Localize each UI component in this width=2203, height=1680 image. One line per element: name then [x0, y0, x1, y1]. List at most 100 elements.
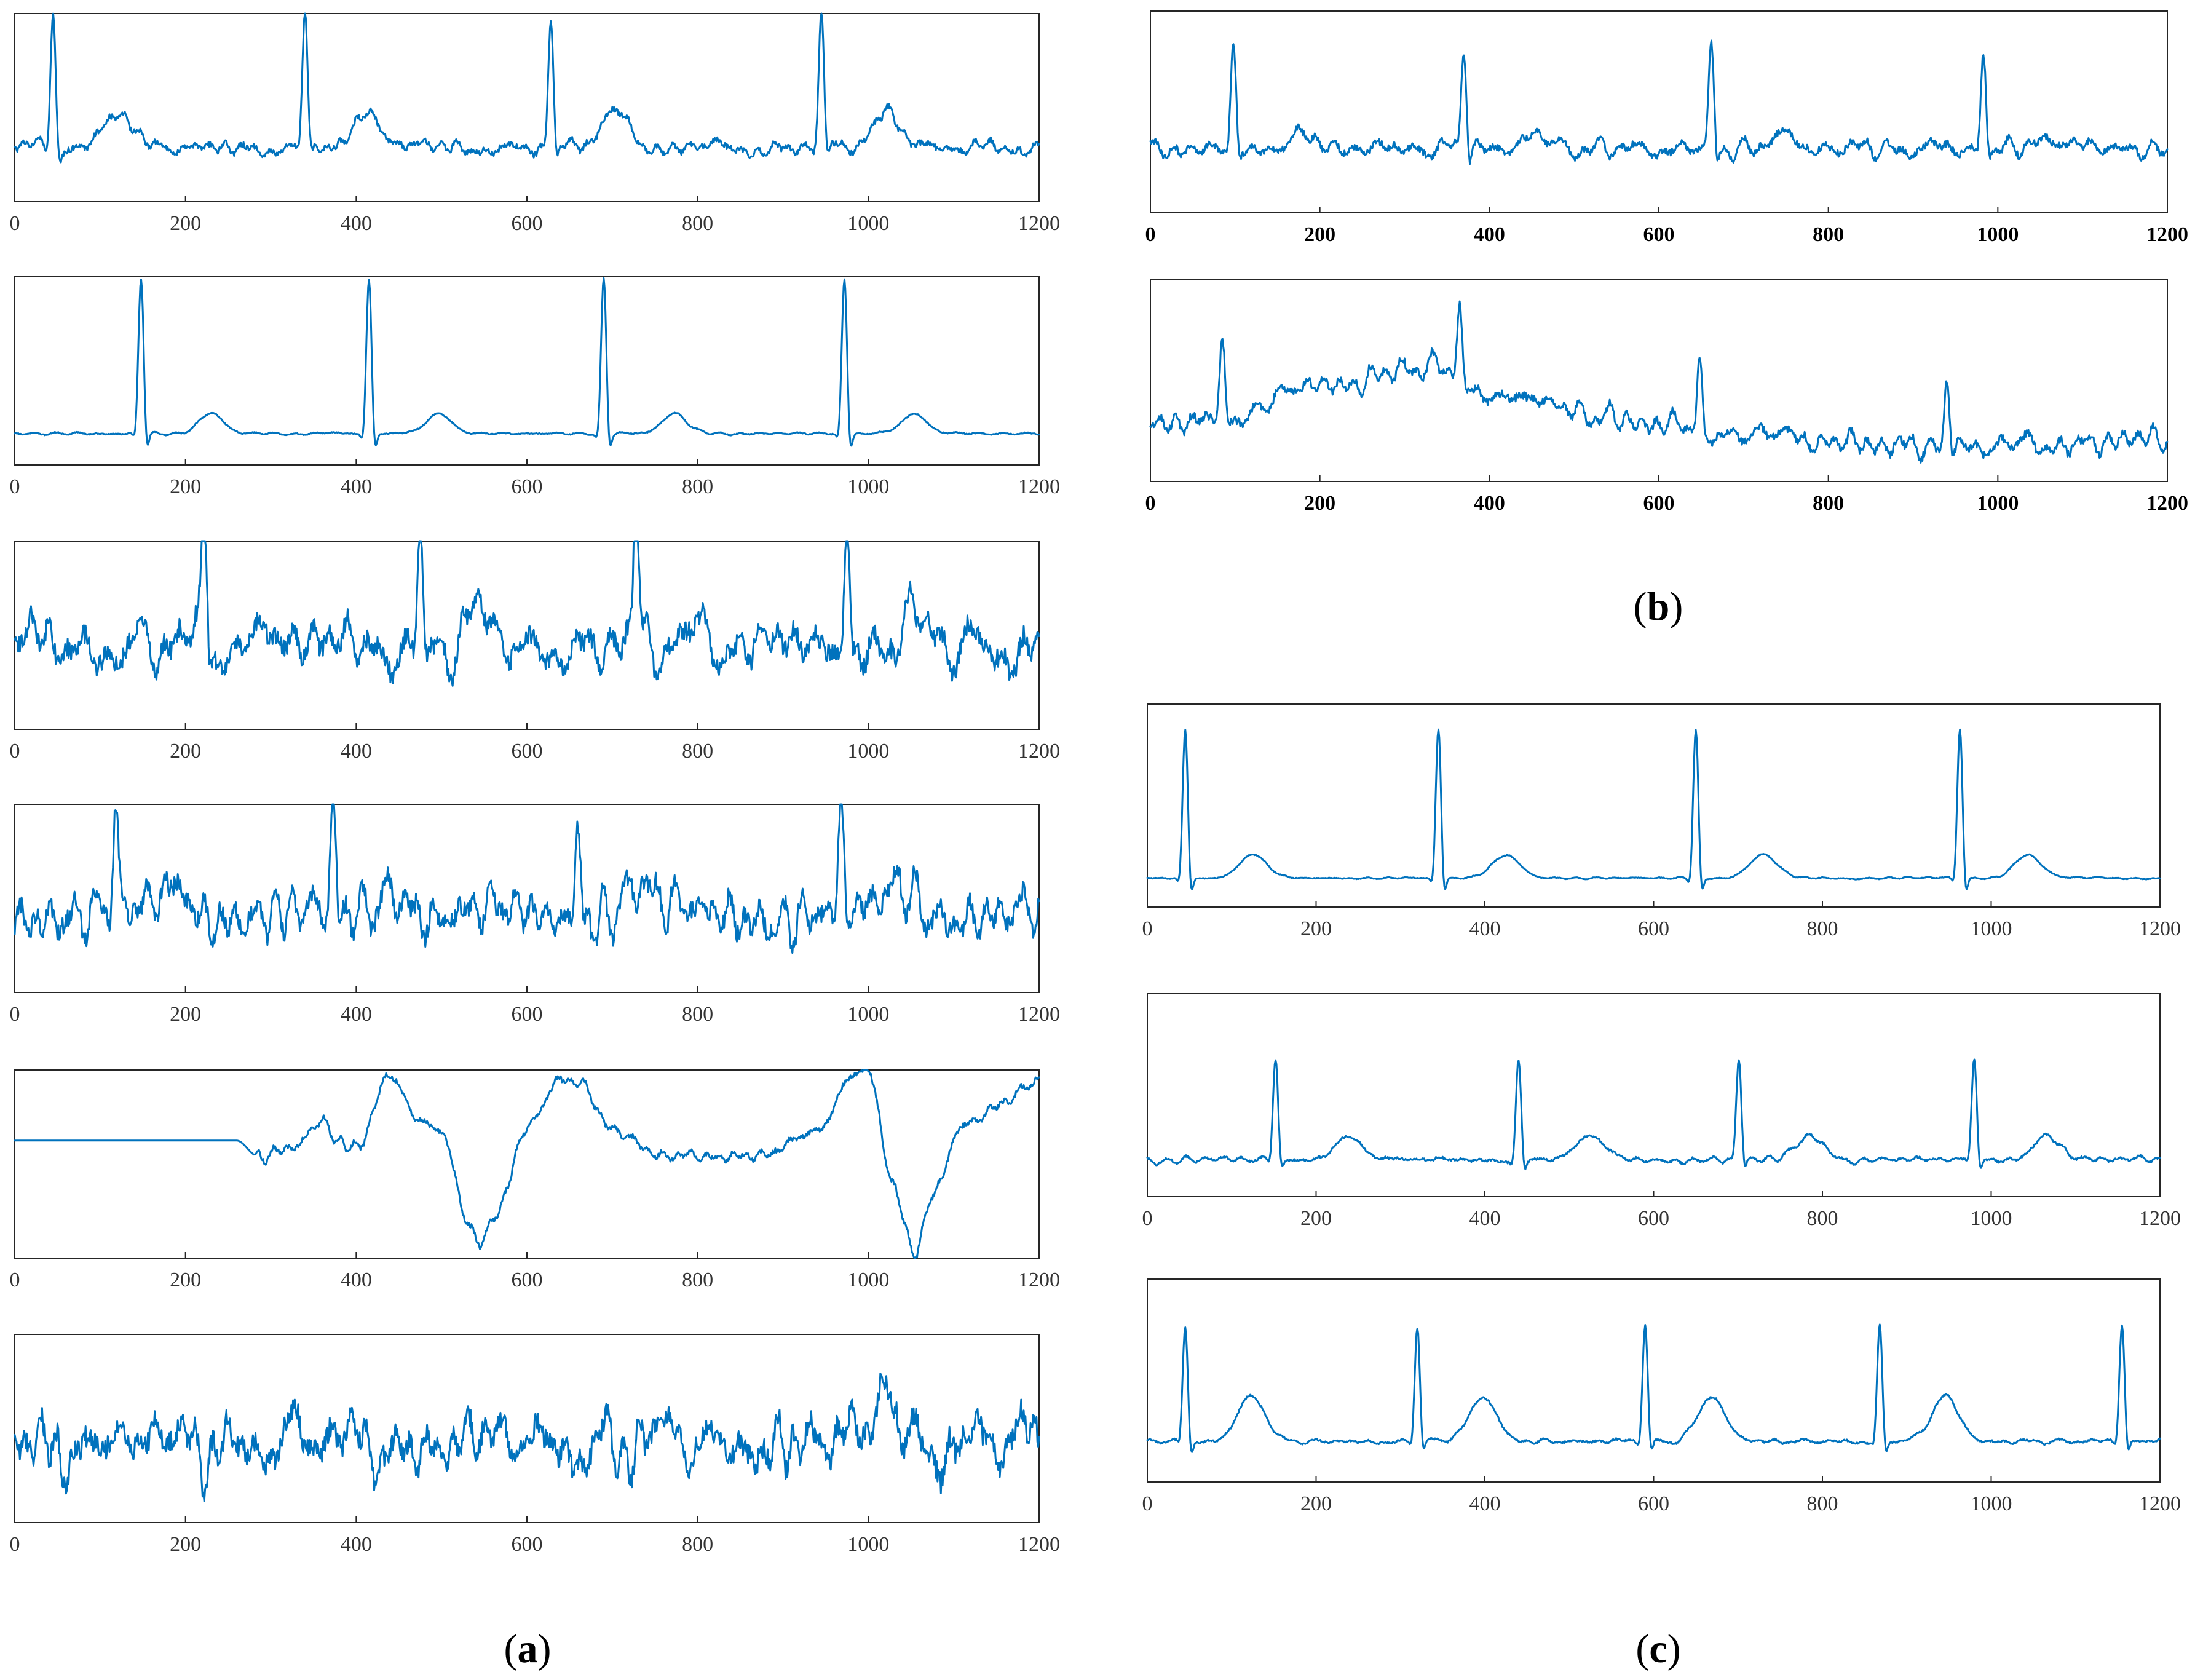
panel-b-plot-2-xtick-label-1000: 1000 — [1977, 492, 2019, 515]
panel-c-plot-1-signal-line — [1146, 728, 2161, 890]
panel-a-plot-4-xtick-label-800: 800 — [682, 1003, 713, 1026]
panel-a-plot-6-axes-box — [14, 1334, 1040, 1523]
panel-b-plot-1-xtick-label-1000: 1000 — [1977, 223, 2019, 246]
panel-b-plot-2-xtick-label-1200: 1200 — [2146, 492, 2188, 515]
panel-c-plot-2-xtick-label-0: 0 — [1142, 1207, 1153, 1230]
panel-b-plot-2-xtick-label-800: 800 — [1813, 492, 1844, 515]
panel-a-plot-6-xtick-label-0: 0 — [10, 1533, 20, 1556]
panel-a-plot-1-xtick-label-800: 800 — [682, 212, 713, 235]
panel-c-plot-1-xtick-label-1000: 1000 — [1971, 917, 2012, 940]
panel-a-plot-3-xtick-label-0: 0 — [10, 740, 20, 763]
panel-a-plot-6-xtick-label-800: 800 — [682, 1533, 713, 1556]
panel-label-a: (a) — [504, 1627, 552, 1671]
panel-a-plot-1-signal-line — [14, 12, 1040, 164]
panel-c-plot-1-xtick-label-0: 0 — [1142, 917, 1153, 940]
panel-c-plot-2: 0 200 400 600 800 1000 1200 — [1142, 993, 2181, 1230]
panel-a-plot-6-signal-line — [14, 1373, 1040, 1502]
panel-label-b: (b) — [1634, 584, 1683, 629]
panel-b-plot-1-signal-line — [1149, 39, 2169, 165]
panel-a-plot-2-xtick-label-0: 0 — [10, 475, 20, 498]
panel-a-plot-5: 0 200 400 600 800 1000 1200 — [10, 1069, 1060, 1291]
panel-c-plot-2-xtick-label-600: 600 — [1638, 1207, 1669, 1230]
panel-b-plot-1-xtick-label-400: 400 — [1474, 223, 1505, 246]
panel-label-b-letter: b — [1647, 584, 1670, 629]
panel-a-plot-3: 0 200 400 600 800 1000 1200 — [10, 540, 1060, 763]
panel-a-plot-3-xtick-label-600: 600 — [512, 740, 543, 763]
panel-a-plot-2-xtick-label-800: 800 — [682, 475, 713, 498]
panel-c-plot-2-xtick-label-400: 400 — [1469, 1207, 1501, 1230]
panel-label-a-letter: a — [518, 1627, 538, 1671]
panel-c-plot-1-xtick-label-200: 200 — [1300, 917, 1332, 940]
panel-a-plot-2: 0 200 400 600 800 1000 1200 — [10, 276, 1060, 498]
panel-a-plot-4-xtick-label-400: 400 — [341, 1003, 372, 1026]
panel-a-plot-3-xtick-label-800: 800 — [682, 740, 713, 763]
panel-a-plot-5-xtick-label-200: 200 — [170, 1269, 201, 1291]
panel-a-plot-1-xtick-label-200: 200 — [170, 212, 201, 235]
panel-c-plot-2-xtick-label-1000: 1000 — [1971, 1207, 2012, 1230]
panel-a-plot-6-xtick-label-1200: 1200 — [1018, 1533, 1060, 1556]
panel-a-plot-2-signal-line — [14, 277, 1040, 447]
panel-c-plot-2-axes-box — [1147, 993, 2161, 1197]
panel-a-plot-5-xtick-label-400: 400 — [341, 1269, 372, 1291]
panel-c-plot-1: 0 200 400 600 800 1000 1200 — [1142, 703, 2181, 940]
panel-c-plot-2-signal-line — [1146, 1058, 2161, 1171]
panel-b-plot-1-xtick-label-800: 800 — [1813, 223, 1844, 246]
panel-b-plot-2-xtick-label-600: 600 — [1643, 492, 1675, 515]
panel-a-plot-3-signal-line — [14, 540, 1040, 687]
panel-b-plot-2-xtick-label-400: 400 — [1474, 492, 1505, 515]
panel-a-plot-2-xtick-label-600: 600 — [512, 475, 543, 498]
panel-a-plot-6: 0 200 400 600 800 1000 1200 — [10, 1334, 1060, 1556]
panel-a-plot-5-signal-line — [14, 1069, 1040, 1259]
panel-a-plot-6-xtick-label-600: 600 — [512, 1533, 543, 1556]
panel-label-c-letter: c — [1649, 1627, 1667, 1671]
panel-a-plot-4-xtick-label-600: 600 — [512, 1003, 543, 1026]
panel-a-plot-5-xtick-label-600: 600 — [512, 1269, 543, 1291]
panel-a-plot-4-signal-line — [14, 803, 1040, 954]
panel-a-plot-4-axes-box — [14, 804, 1040, 993]
panel-c-plot-3-xtick-label-1200: 1200 — [2139, 1492, 2181, 1515]
panel-a-plot-5-xtick-label-1200: 1200 — [1018, 1269, 1060, 1291]
panel-b-plot-1-xtick-label-200: 200 — [1304, 223, 1335, 246]
axes-layer: 0 200 400 600 800 1000 1200 0 200 400 600 800 1000 12… — [10, 10, 2188, 1556]
panel-c-plot-1-xtick-label-1200: 1200 — [2139, 917, 2181, 940]
panel-a-plot-1-xtick-label-400: 400 — [341, 212, 372, 235]
panel-a-plot-1-xtick-label-1200: 1200 — [1018, 212, 1060, 235]
panel-c-plot-1-xtick-label-400: 400 — [1469, 917, 1501, 940]
panel-a-plot-2-xtick-label-1000: 1000 — [847, 475, 889, 498]
panel-a-plot-3-xtick-label-400: 400 — [341, 740, 372, 763]
panel-a-plot-4: 0 200 400 600 800 1000 1200 — [10, 803, 1060, 1026]
panel-c-plot-3-xtick-label-200: 200 — [1300, 1492, 1332, 1515]
panel-c-plot-3-xtick-label-400: 400 — [1469, 1492, 1501, 1515]
panel-b-plot-2-xtick-label-0: 0 — [1145, 492, 1156, 515]
panel-c-plot-3-xtick-label-1000: 1000 — [1971, 1492, 2012, 1515]
panel-b-plot-2-axes-box — [1150, 279, 2168, 482]
panel-c-plot-2-xtick-label-1200: 1200 — [2139, 1207, 2181, 1230]
panel-c-plot-1-xtick-label-600: 600 — [1638, 917, 1669, 940]
panel-a-plot-6-xtick-label-1000: 1000 — [847, 1533, 889, 1556]
panel-c-plot-1-axes-box — [1147, 703, 2161, 908]
panel-a-plot-4-xtick-label-1200: 1200 — [1018, 1003, 1060, 1026]
panel-label-c: (c) — [1635, 1627, 1680, 1671]
panel-a-plot-2-xtick-label-1200: 1200 — [1018, 475, 1060, 498]
panel-a-plot-2-xtick-label-200: 200 — [170, 475, 201, 498]
panel-a-plot-2-xtick-label-400: 400 — [341, 475, 372, 498]
panel-a-plot-6-xtick-label-200: 200 — [170, 1533, 201, 1556]
panel-a-plot-1-xtick-label-0: 0 — [10, 212, 20, 235]
panel-c-plot-3: 0 200 400 600 800 1000 1200 — [1142, 1278, 2181, 1515]
panel-c-plot-3-signal-line — [1146, 1323, 2161, 1453]
panel-b-plot-1: 0 200 400 600 800 1000 1200 — [1145, 10, 2188, 246]
panel-b-plot-2-signal-line — [1149, 300, 2169, 464]
panel-a-plot-3-xtick-label-1000: 1000 — [847, 740, 889, 763]
panel-c-plot-3-xtick-label-0: 0 — [1142, 1492, 1153, 1515]
panel-a-plot-1: 0 200 400 600 800 1000 1200 — [10, 12, 1060, 235]
panel-a-plot-4-xtick-label-0: 0 — [10, 1003, 20, 1026]
panel-a-plot-4-xtick-label-200: 200 — [170, 1003, 201, 1026]
panel-b-plot-1-xtick-label-1200: 1200 — [2146, 223, 2188, 246]
panel-a-plot-2-axes-box — [14, 276, 1040, 466]
panel-b-plot-1-axes-box — [1150, 10, 2168, 213]
panel-c-plot-3-xtick-label-600: 600 — [1638, 1492, 1669, 1515]
panel-b-plot-2-xtick-label-200: 200 — [1304, 492, 1335, 515]
panel-a-plot-1-xtick-label-600: 600 — [512, 212, 543, 235]
panel-a-plot-6-xtick-label-400: 400 — [341, 1533, 372, 1556]
